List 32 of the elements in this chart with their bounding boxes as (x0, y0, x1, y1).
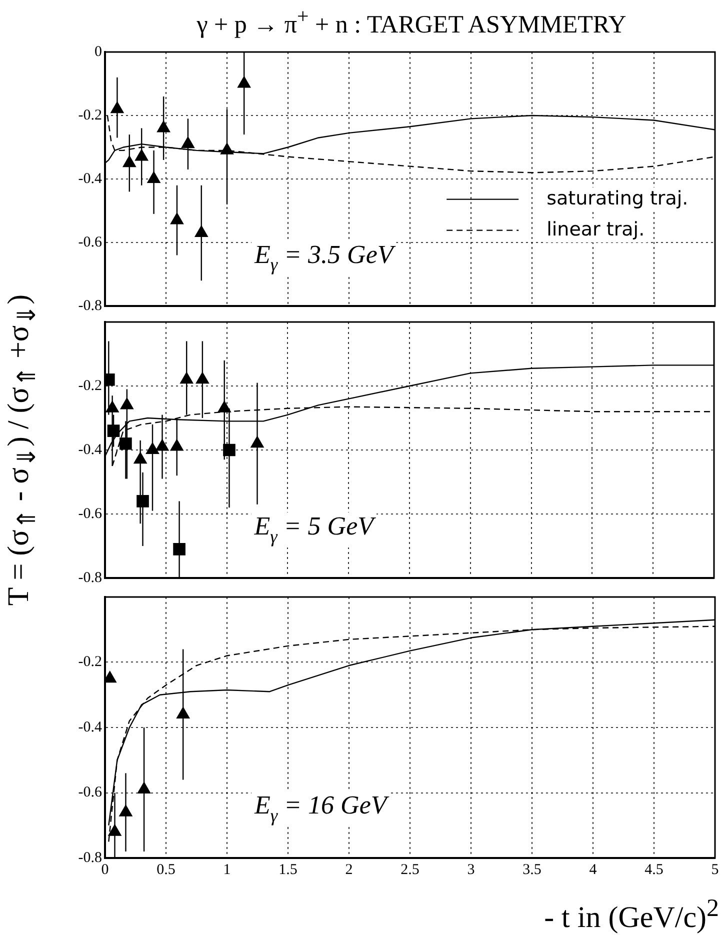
legend-label: linear traj. (546, 218, 645, 240)
point (135, 149, 148, 161)
y-tick-label: 0 (94, 44, 102, 60)
x-axis-title: - t in (GeV/c)$^{2}$ (544, 895, 719, 935)
y-tick-label: -0.4 (78, 442, 102, 458)
legend-label: saturating traj. (546, 187, 688, 210)
y-tick-label: -0.6 (78, 506, 102, 522)
x-tick-label: 1 (223, 862, 231, 878)
point (170, 212, 184, 224)
x-tick-label: 5 (711, 862, 719, 878)
x-tick-label: 2.5 (400, 862, 420, 878)
y-tick-label: -0.4 (78, 170, 102, 187)
y-tick-label: -0.2 (78, 378, 102, 394)
x-tick-label: 3.5 (522, 862, 542, 878)
y-tick-label: -0.4 (78, 719, 102, 736)
point (173, 543, 186, 556)
y-tick-label: -0.6 (78, 234, 102, 250)
y-tick-label: -0.2 (78, 654, 102, 670)
y-tick-label: -0.2 (78, 107, 102, 124)
point (238, 76, 251, 88)
y-tick-label: -0.6 (78, 784, 102, 801)
x-tick-label: 4.5 (644, 862, 664, 878)
y-tick-label: -0.8 (78, 298, 102, 314)
y-tick-label: -0.8 (78, 570, 102, 586)
y-tick-label: -0.8 (78, 850, 102, 866)
x-tick-label: 2 (345, 862, 353, 878)
point (170, 439, 184, 451)
x-tick-label: 0.5 (156, 862, 176, 878)
x-tick-label: 1.5 (278, 862, 298, 878)
chart-title: γ + p → π$^{+}$ + n : TARGET ASYMMETRY (196, 4, 628, 40)
x-tick-label: 3 (467, 862, 475, 878)
x-tick-label: 4 (589, 862, 598, 878)
